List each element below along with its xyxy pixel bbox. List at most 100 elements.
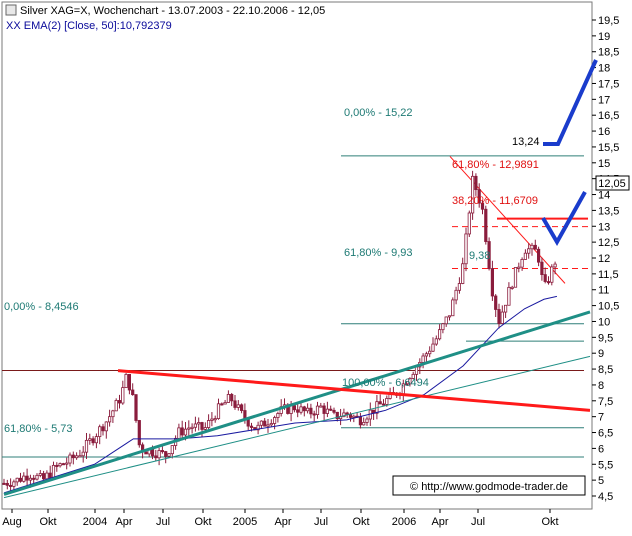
candle-body: [2, 482, 6, 485]
candle-body: [428, 350, 432, 355]
candle-body: [210, 418, 214, 421]
candle-body: [543, 274, 547, 282]
candle-body: [546, 281, 551, 284]
candle-body: [134, 394, 138, 421]
x-tick-label: Okt: [194, 516, 211, 528]
candle-body: [437, 329, 442, 340]
y-tick-label: 13: [598, 221, 610, 233]
x-tick-label: Jul: [156, 516, 170, 528]
candle-body: [312, 413, 316, 416]
candle-body: [170, 445, 174, 455]
candle-body: [183, 428, 188, 436]
candle-body: [517, 266, 521, 269]
x-tick-label: 2006: [392, 516, 416, 528]
candle-body: [477, 189, 481, 204]
candle-body: [61, 463, 66, 466]
candle-body: [187, 427, 191, 430]
candle-body: [5, 483, 9, 486]
candle-body: [431, 343, 435, 352]
candle-body: [470, 175, 475, 214]
candle-body: [513, 267, 518, 288]
chart-title: Silver XAG=X, Wochenchart - 13.07.2003 -…: [20, 5, 325, 17]
candle-body: [38, 473, 42, 476]
candle-body: [42, 473, 46, 480]
candle-body: [424, 353, 429, 357]
candle-body: [78, 455, 82, 458]
y-tick-label: 4,5: [598, 491, 613, 503]
candle-body: [71, 454, 75, 459]
candle-body: [309, 407, 313, 415]
candle-body: [45, 472, 49, 480]
candle-body: [315, 405, 320, 415]
y-tick-label: 7: [598, 412, 604, 424]
fib-top-label: 0,00% - 15,22: [344, 107, 413, 119]
candle-body: [494, 295, 498, 310]
correction-scenario-arrow: [541, 191, 587, 247]
candle-body: [345, 412, 349, 415]
candle-body: [164, 451, 168, 457]
candle-body: [322, 405, 326, 414]
candle-body: [467, 212, 471, 235]
candle-body: [223, 402, 227, 405]
candle-body: [408, 378, 412, 385]
candle-body: [272, 417, 277, 424]
candle-body: [365, 418, 369, 423]
candle-body: [484, 208, 488, 242]
candle-body: [25, 475, 29, 481]
fib-low-label: 9,38: [469, 250, 490, 262]
candle-body: [197, 422, 201, 425]
candle-body: [444, 316, 448, 325]
y-tick-label: 15,5: [598, 142, 619, 154]
candle-body: [441, 323, 445, 331]
candle-body: [131, 389, 135, 396]
candle-body: [18, 477, 23, 482]
resistance-downtrend-line: [117, 369, 591, 412]
candle-body: [233, 400, 237, 408]
candle-body: [91, 438, 95, 444]
candle-body: [454, 289, 458, 301]
candle-body: [12, 481, 16, 487]
candle-body: [22, 475, 26, 482]
candle-body: [404, 383, 409, 386]
y-tick-label: 8: [598, 380, 604, 392]
candle-body: [35, 474, 39, 480]
candle-body: [461, 263, 465, 284]
candle-body: [276, 413, 280, 418]
candle-body: [203, 427, 207, 430]
candle-body: [352, 415, 356, 418]
candle-body: [111, 410, 115, 418]
fib-100-label: 100,00% - 6,6494: [342, 377, 429, 389]
candle-body: [193, 423, 197, 428]
candle-body: [98, 426, 102, 437]
candle-body: [121, 387, 125, 404]
y-tick-label: 8,5: [598, 364, 613, 376]
candle-body: [259, 420, 264, 426]
chart-window-icon: [5, 4, 17, 16]
candle-body: [537, 248, 541, 263]
fib-left-618-label: 61,80% - 5,73: [4, 423, 73, 435]
candle-body: [480, 202, 485, 210]
candle-body: [342, 412, 346, 418]
y-tick-label: 5,5: [598, 459, 613, 471]
watermark: © http://www.godmode-trader.de: [410, 481, 568, 493]
candle-body: [65, 462, 69, 465]
candle-body: [48, 472, 52, 478]
candle-body: [15, 477, 19, 483]
main-uptrend-line: [3, 310, 591, 496]
candle-body: [114, 400, 118, 412]
x-tick-label: 2004: [83, 516, 107, 528]
candle-body: [507, 286, 511, 306]
red-fib-upper-label: 61,80% - 12,9891: [452, 159, 539, 171]
y-tick-label: 19,5: [598, 15, 619, 27]
y-tick-label: 9: [598, 348, 604, 360]
y-tick-label: 11,5: [598, 269, 619, 281]
candle-body: [497, 309, 501, 324]
x-tick-label: Okt: [39, 516, 56, 528]
candle-body: [75, 455, 79, 459]
candle-body: [533, 244, 537, 250]
candle-body: [180, 427, 184, 436]
x-tick-label: Okt: [352, 516, 369, 528]
candle-body: [335, 411, 339, 420]
candle-body: [84, 439, 89, 453]
